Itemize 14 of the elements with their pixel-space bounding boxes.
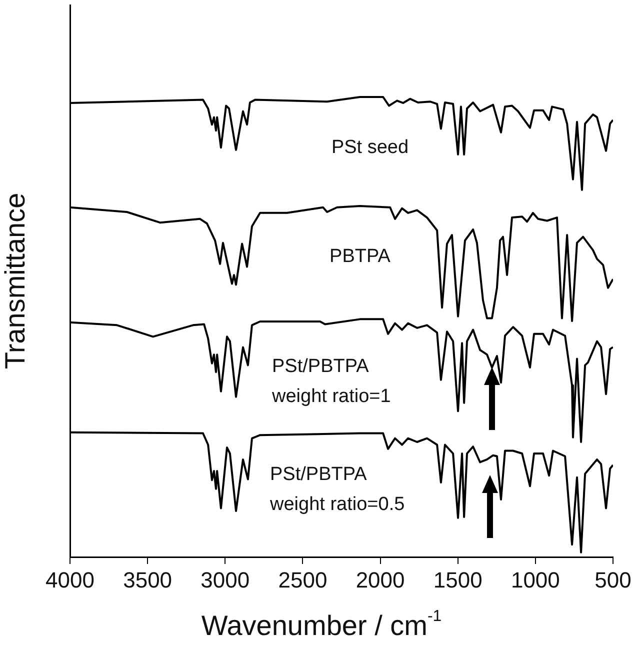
- x-tick-label: 4000: [46, 567, 94, 592]
- x-tick-label: 3500: [123, 567, 172, 592]
- x-tick-label: 1500: [433, 567, 482, 592]
- series-label: PSt/PBTPA weight ratio=0.5: [270, 463, 406, 518]
- series-label: PSt/PBTPA weight ratio=1: [272, 355, 392, 410]
- x-tick-label: 1000: [510, 567, 560, 592]
- x-tick-label: 500: [594, 567, 632, 592]
- series-label: PBTPA: [328, 245, 392, 270]
- series-label: PSt seed: [330, 136, 410, 160]
- y-axis-title: Transmittance: [0, 192, 31, 370]
- x-tick-label: 2000: [356, 567, 405, 592]
- x-tick-label: 3000: [200, 567, 250, 592]
- x-tick-label: 2500: [278, 567, 328, 592]
- x-axis-title: Wavenumber / cm$^{-1}$: [200, 608, 443, 642]
